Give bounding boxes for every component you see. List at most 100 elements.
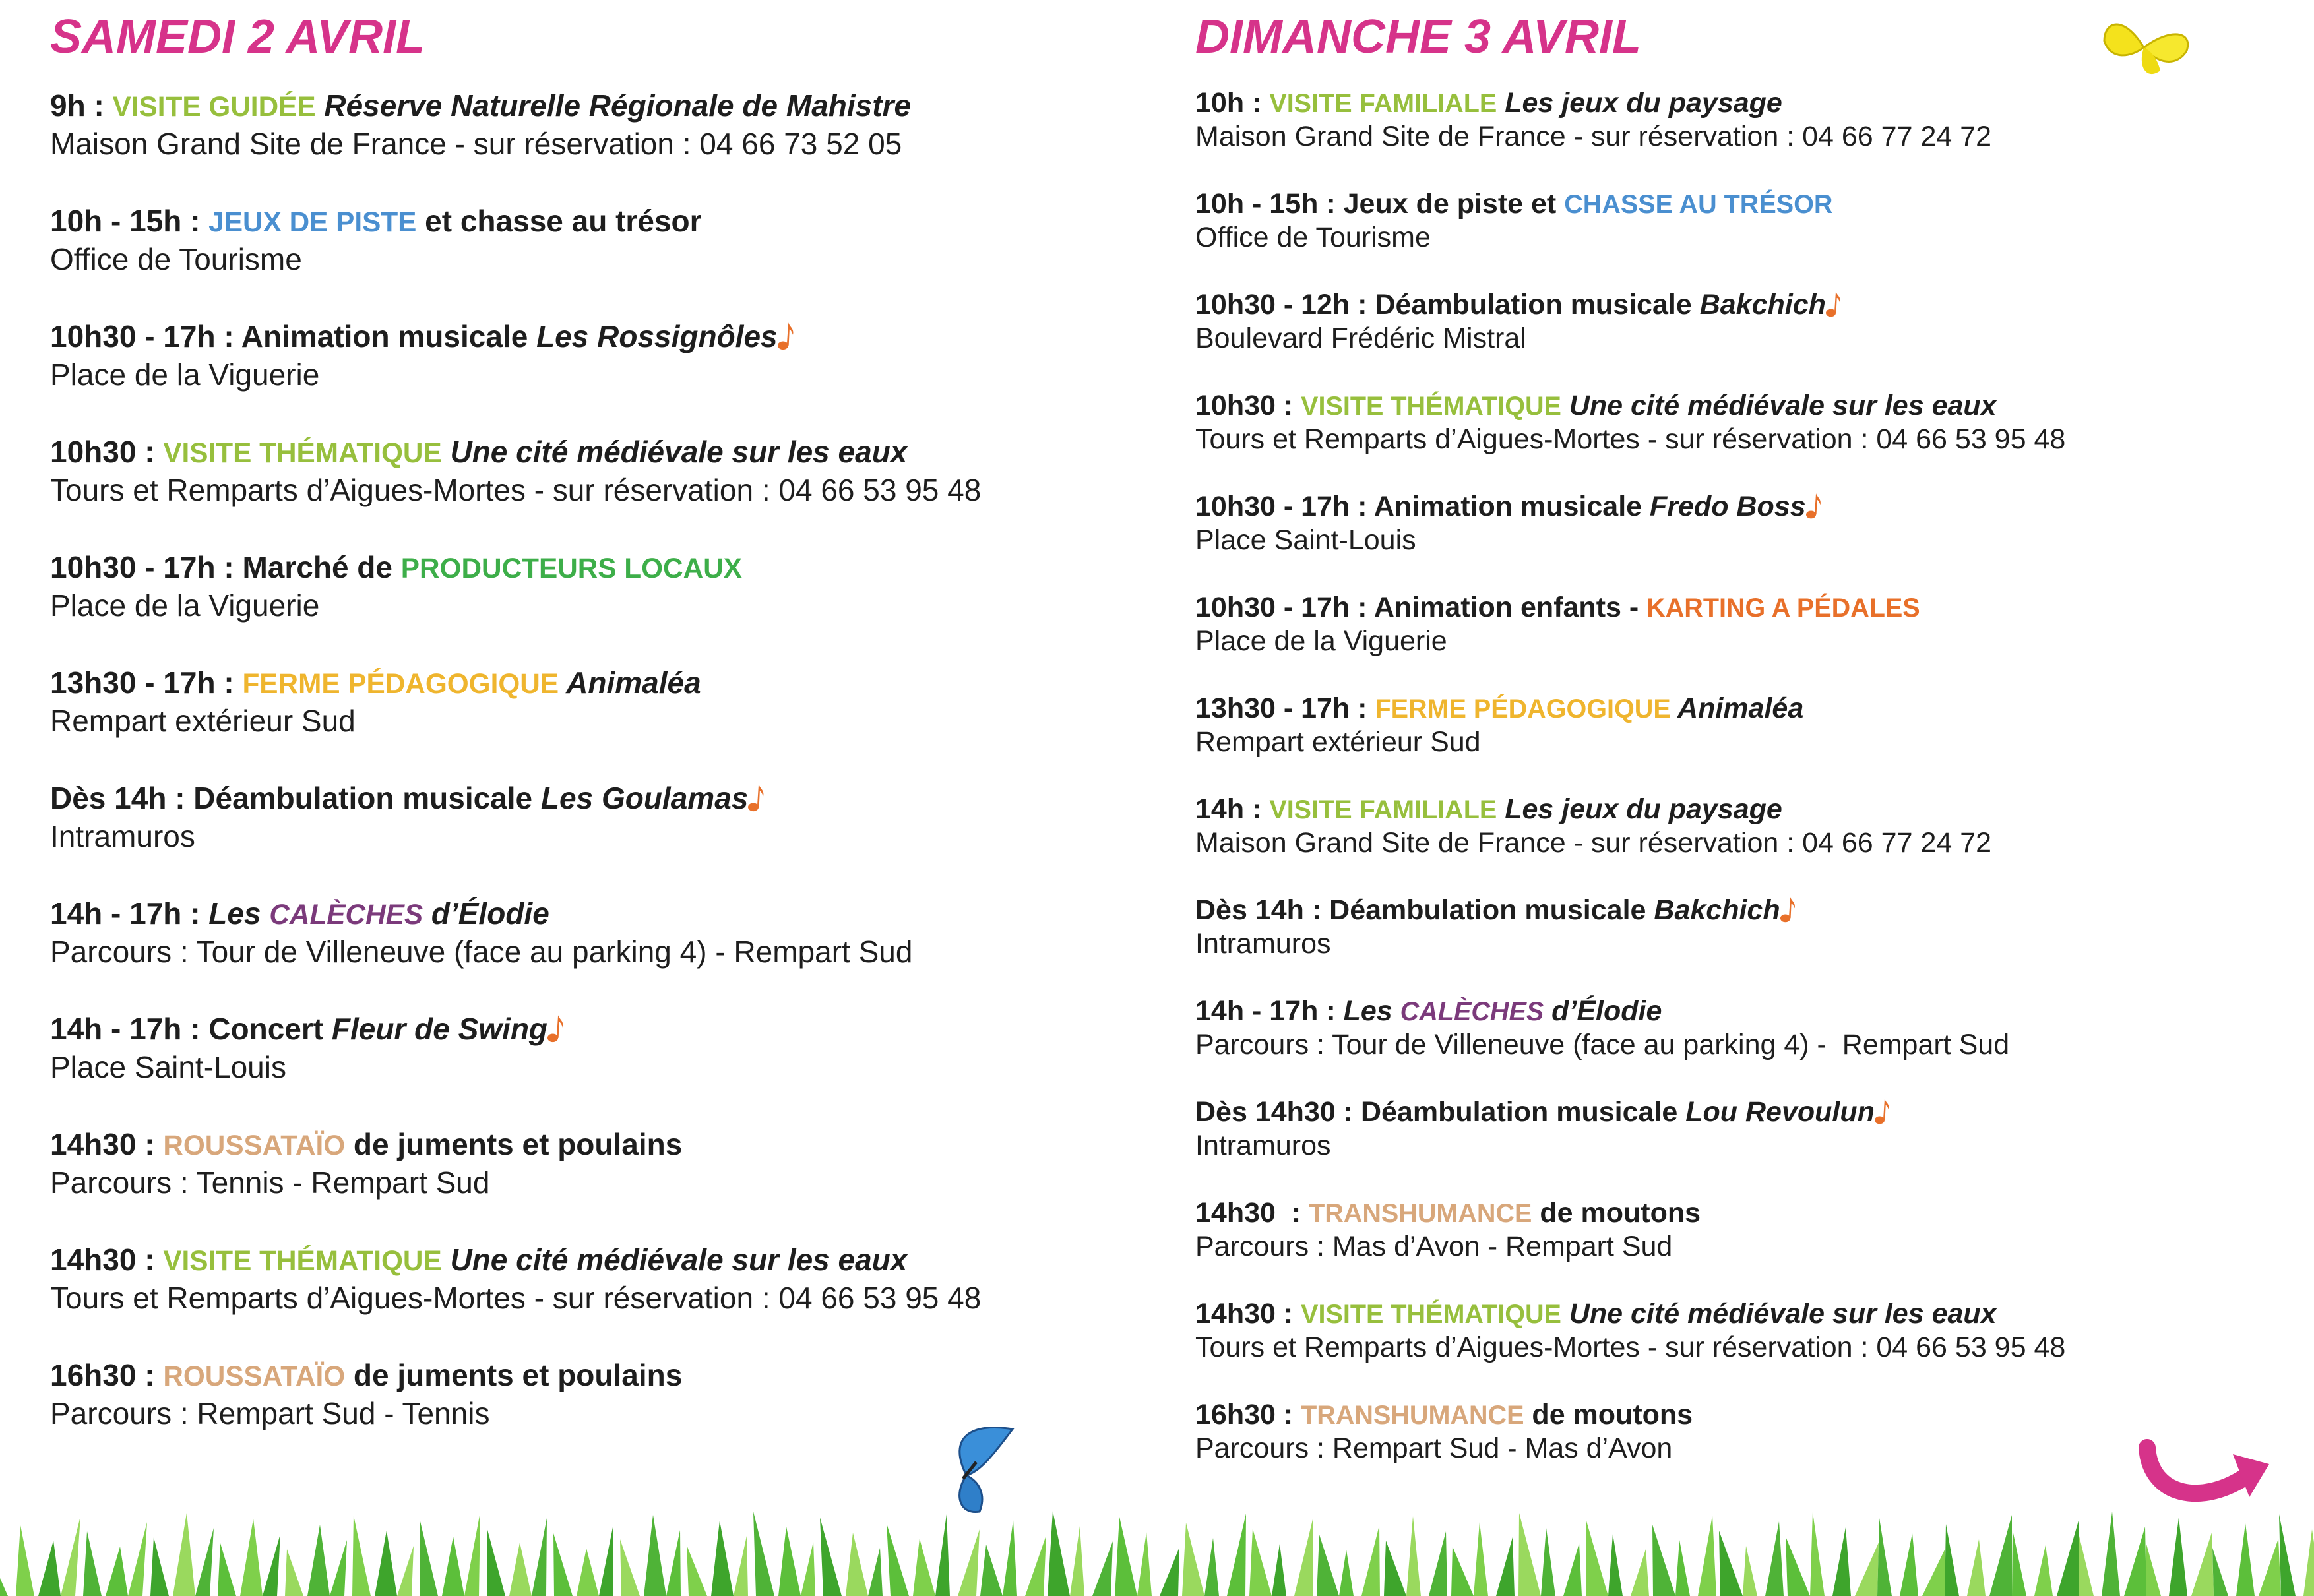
grass-blade: [1832, 1527, 1851, 1596]
grass-blade: [61, 1516, 80, 1596]
event-text: 14h30 :: [50, 1127, 164, 1162]
event-location: Intramuros: [1195, 1130, 1331, 1162]
grass-blade: [1361, 1525, 1380, 1596]
event-text: 10h30 - 17h : Marché de: [50, 550, 401, 585]
event-location: Parcours : Rempart Sud - Tennis: [50, 1396, 490, 1431]
event-highlight: VISITE FAMILIALE: [1269, 89, 1497, 119]
event-location: Tours et Remparts d’Aigues-Mortes - sur …: [1195, 423, 2066, 456]
grass-blade: [1160, 1547, 1179, 1596]
event-text: Les Rossignôles: [536, 319, 778, 354]
grass-blade: [2057, 1521, 2079, 1596]
event-heading: 9h : VISITE GUIDÉE Réserve Naturelle Rég…: [50, 88, 911, 124]
grass: [0, 1511, 2314, 1596]
event-text: 9h :: [50, 88, 113, 123]
event-highlight: VISITE THÉMATIQUE: [1301, 392, 1561, 421]
event-highlight: FERME PÉDAGOGIQUE: [242, 668, 559, 700]
grass-blade: [711, 1521, 734, 1596]
event-text: et chasse au trésor: [416, 204, 702, 239]
grass-blade: [620, 1539, 640, 1596]
event-text: Les jeux du paysage: [1497, 87, 1782, 119]
grass-blade: [778, 1527, 801, 1596]
music-note: [547, 1015, 563, 1043]
grass-blade: [1586, 1519, 1608, 1596]
grass-blade: [1631, 1549, 1649, 1596]
grass-blade: [150, 1537, 169, 1596]
grass-blade: [1743, 1546, 1757, 1596]
grass-blade: [1339, 1550, 1354, 1596]
event-location: Rempart extérieur Sud: [1195, 726, 1481, 758]
grass-blade: [83, 1531, 102, 1596]
event-highlight: KARTING A PÉDALES: [1646, 594, 1920, 623]
event-text: Réserve Naturelle Régionale de Mahistre: [315, 88, 912, 123]
grass-blade: [1877, 1518, 1892, 1596]
grass-blade: [1003, 1520, 1017, 1596]
event-location: Office de Tourisme: [1195, 222, 1431, 254]
event-text: Lou Revoulun: [1685, 1096, 1875, 1128]
grass-blade: [2279, 1514, 2296, 1596]
event-text: 10h - 15h :: [50, 204, 209, 239]
grass-blade: [644, 1515, 666, 1596]
grass-blade: [868, 1548, 883, 1596]
grass-blade: [1227, 1514, 1246, 1596]
event-location: Tours et Remparts d’Aigues-Mortes - sur …: [50, 1281, 982, 1316]
event-text: Une cité médiévale sur les eaux: [441, 1243, 908, 1277]
event-highlight: CALÈCHES: [1400, 997, 1544, 1027]
event-text: Fleur de Swing: [331, 1012, 548, 1047]
event-heading: 13h30 - 17h : FERME PÉDAGOGIQUE Animaléa: [50, 665, 701, 701]
grass-blade: [553, 1533, 573, 1596]
day-title: SAMEDI 2 AVRIL: [50, 11, 425, 63]
grass-blade: [38, 1541, 61, 1596]
grass-blade: [1541, 1528, 1555, 1596]
grass-blade: [464, 1512, 480, 1596]
event-highlight: TRANSHUMANCE: [1309, 1199, 1532, 1229]
event-location: Boulevard Frédéric Mistral: [1195, 322, 1526, 355]
music-note: [1780, 896, 1795, 922]
grass-blade: [753, 1512, 774, 1596]
event-heading: 10h30 : VISITE THÉMATIQUE Une cité médié…: [50, 434, 907, 470]
grass-blade: [1294, 1519, 1313, 1596]
grass-blade: [420, 1521, 438, 1596]
event-location: Place de la Viguerie: [50, 588, 320, 623]
grass-blade: [1048, 1511, 1070, 1596]
event-text: d’Élodie: [423, 896, 549, 931]
event-text: 10h - 15h : Jeux de piste et: [1195, 188, 1565, 220]
grass-blade: [734, 1536, 748, 1596]
grass-blade: [397, 1546, 414, 1596]
grass-blade: [2236, 1523, 2255, 1596]
grass-blade: [2079, 1536, 2094, 1596]
grass-blade: [1608, 1534, 1623, 1596]
event-text: de juments et poulains: [345, 1358, 683, 1393]
grass-blade: [1765, 1521, 1784, 1596]
event-location: Parcours : Tour de Villeneuve (face au p…: [50, 935, 913, 969]
event-heading: 16h30 : TRANSHUMANCE de moutons: [1195, 1398, 1693, 1432]
grass-blade: [1182, 1523, 1204, 1596]
grass-blade: [666, 1530, 681, 1596]
event-highlight: VISITE GUIDÉE: [112, 91, 316, 123]
event-location: Parcours : Tennis - Rempart Sud: [50, 1165, 490, 1200]
grass-blade: [1474, 1522, 1488, 1596]
event-highlight: PRODUCTEURS LOCAUX: [400, 553, 742, 584]
event-location: Maison Grand Site de France - sur réserv…: [50, 127, 902, 162]
event-heading: 14h : VISITE FAMILIALE Les jeux du paysa…: [1195, 793, 1782, 827]
grass-blade: [1786, 1537, 1810, 1596]
event-text: 14h30 :: [1195, 1197, 1309, 1229]
grass-blade: [958, 1529, 980, 1596]
event-highlight: VISITE THÉMATIQUE: [1301, 1300, 1561, 1330]
event-text: Dès 14h : Déambulation musicale: [50, 781, 541, 816]
event-text: 14h :: [1195, 793, 1270, 826]
event-heading: Dès 14h : Déambulation musicale Les Goul…: [50, 780, 765, 816]
grass-blade: [240, 1519, 263, 1596]
event-text: 10h30 - 12h : Déambulation musicale: [1195, 289, 1700, 321]
event-text: Les: [208, 896, 270, 931]
next-page-arrow: [2139, 1439, 2269, 1502]
grass-blade: [487, 1527, 505, 1596]
event-highlight: ROUSSATAÏO: [163, 1361, 346, 1392]
event-location: Parcours : Mas d’Avon - Rempart Sud: [1195, 1231, 1673, 1263]
event-text: Les Goulamas: [540, 781, 749, 816]
event-text: de moutons: [1532, 1197, 1701, 1229]
blue-butterfly: [958, 1427, 1015, 1513]
event-location: Intramuros: [1195, 928, 1331, 960]
